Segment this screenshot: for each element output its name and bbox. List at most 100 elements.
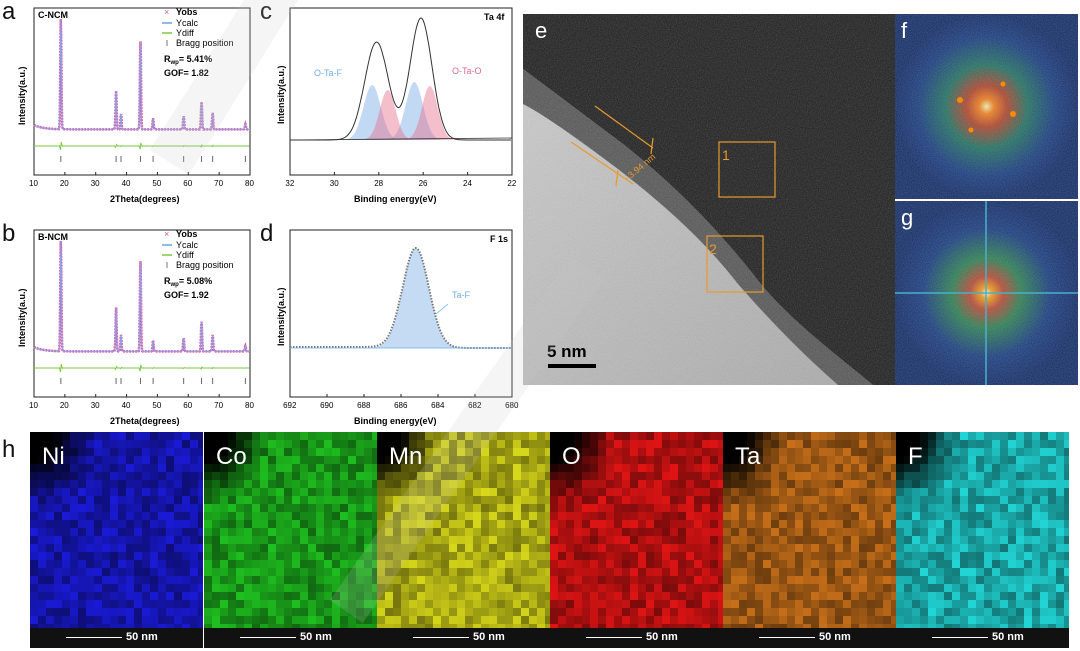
eds-scalebar-line xyxy=(932,637,988,638)
fft-f-svg: f xyxy=(895,14,1078,199)
a-xtick-label: 30 xyxy=(91,179,100,188)
chart-a-yobs xyxy=(33,19,250,131)
chart-b-yobs xyxy=(33,241,250,353)
tem-scalebar-label: 5 nm xyxy=(547,342,587,361)
panel-label-b: b xyxy=(2,220,16,247)
eds-map-element-label: O xyxy=(562,443,581,470)
b-xtick-label: 40 xyxy=(122,401,131,410)
panel-label-f: f xyxy=(901,18,908,43)
chart-a-xlabel: 2Theta(degrees) xyxy=(110,194,180,204)
eds-map-element-label: Co xyxy=(216,443,247,470)
chart-c-label-otao: O-Ta-O xyxy=(452,66,482,76)
c-xtick-label: 28 xyxy=(374,179,383,188)
eds-map-f: F 50 nm xyxy=(896,432,1072,648)
tem-svg: ~3.94 nm 1 2 e 5 nm xyxy=(523,14,895,385)
chart-b-legend-yobs: Yobs xyxy=(176,229,197,239)
chart-c-peak-otaf-2 xyxy=(358,82,470,140)
d-xtick-label: 680 xyxy=(505,401,519,410)
eds-map-pixels xyxy=(550,432,726,632)
eds-map-element-label: Ta xyxy=(735,443,761,470)
eds-scalebar-label: 50 nm xyxy=(300,631,332,643)
tem-image: ~3.94 nm 1 2 e 5 nm xyxy=(523,14,895,385)
fft-g-image: g xyxy=(895,201,1078,385)
chart-b-gof: GOF= 1.92 xyxy=(164,290,209,300)
chart-d-xlabel: Binding energy(eV) xyxy=(354,416,437,426)
eds-scalebar-strip: 50 nm xyxy=(204,628,377,648)
chart-d: F 1s Ta-F Intensity(a.u.) Binding energy… xyxy=(276,229,519,426)
chart-b-legend-ycalc: Ycalc xyxy=(176,240,199,250)
eds-scalebar-label: 50 nm xyxy=(473,631,505,643)
panel-label-g: g xyxy=(901,205,913,230)
eds-maps: Ni 50 nm Co 50 nm Mn 50 nm O 50 nm Ta 50 nm F 50 nm xyxy=(30,432,1072,648)
chart-a-legend-ycalc: Ycalc xyxy=(176,18,199,28)
eds-scalebar-label: 50 nm xyxy=(126,631,158,643)
chart-a-rwp-value: = 5.41% xyxy=(179,54,212,64)
eds-map-pixels xyxy=(377,432,553,632)
chart-d-ylabel: Intensity(a.u.) xyxy=(276,287,286,346)
c-xtick-label: 24 xyxy=(463,179,472,188)
a-xtick-label: 70 xyxy=(214,179,223,188)
c-xtick-label: 30 xyxy=(330,179,339,188)
eds-scalebar-strip: 50 nm xyxy=(377,628,550,648)
chart-a-legend-yobs: Yobs xyxy=(176,7,197,17)
chart-c-peak-otao-2 xyxy=(374,86,486,140)
eds-map-canvas: Ta xyxy=(723,432,899,632)
eds-map-element-label: Mn xyxy=(389,443,422,470)
chart-b-ylabel: Intensity(a.u.) xyxy=(17,288,27,347)
chart-a-legend-bragg: Bragg position xyxy=(176,38,234,48)
eds-map-canvas: O xyxy=(550,432,726,632)
chart-c: Ta 4f O-Ta-F O-Ta-O Intensity(a.u.) Bind… xyxy=(276,7,517,204)
chart-c-peak-otao-1 xyxy=(332,90,444,140)
a-xtick-label: 20 xyxy=(60,179,69,188)
eds-scalebar-line xyxy=(66,637,122,638)
chart-a-frame xyxy=(33,7,251,176)
eds-map-mn: Mn 50 nm xyxy=(377,432,553,648)
c-xtick-label: 32 xyxy=(285,179,294,188)
eds-scalebar-line xyxy=(413,637,469,638)
chart-b-rwp-sub: wp xyxy=(170,282,180,288)
eds-map-canvas: Mn xyxy=(377,432,553,632)
panel-label-d: d xyxy=(260,220,274,247)
chart-d-envelope xyxy=(290,246,512,349)
chart-d-title: F 1s xyxy=(490,234,508,244)
d-xtick-label: 684 xyxy=(431,401,445,410)
eds-map-ni: Ni 50 nm xyxy=(30,432,206,648)
tem-scalebar xyxy=(548,364,596,368)
chart-b-rwp-value: = 5.08% xyxy=(179,276,212,286)
a-xtick-label: 60 xyxy=(183,179,192,188)
eds-scalebar-strip: 50 nm xyxy=(30,628,203,648)
svg-text:×: × xyxy=(164,229,169,239)
fft-g-svg: g xyxy=(895,201,1078,385)
eds-map-element-label: F xyxy=(908,443,923,470)
svg-text:Rwp= 5.41%: Rwp= 5.41% xyxy=(164,54,212,66)
eds-map-canvas: Ni xyxy=(30,432,206,632)
chart-a: C-NCM Yobs × Ycalc Ydiff Bragg position … xyxy=(17,7,254,204)
chart-a-ycalc xyxy=(33,19,250,130)
svg-text:×: × xyxy=(164,7,169,17)
b-xtick-label: 60 xyxy=(183,401,192,410)
eds-scalebar-line xyxy=(240,637,296,638)
c-xtick-label: 26 xyxy=(419,179,428,188)
b-xtick-label: 20 xyxy=(60,401,69,410)
chart-b-sample: B-NCM xyxy=(38,232,68,242)
chart-d-peak-taf xyxy=(345,248,485,348)
svg-text:Rwp= 5.08%: Rwp= 5.08% xyxy=(164,276,212,288)
eds-scalebar-label: 50 nm xyxy=(992,631,1024,643)
eds-scalebar-label: 50 nm xyxy=(819,631,851,643)
tem-box-1-label: 1 xyxy=(722,147,730,163)
chart-a-sample: C-NCM xyxy=(38,10,68,20)
eds-map-element-label: Ni xyxy=(42,443,65,470)
eds-map-canvas: F xyxy=(896,432,1072,632)
panel-label-h: h xyxy=(2,436,16,463)
chart-a-ydiff xyxy=(34,141,250,151)
eds-map-canvas: Co xyxy=(204,432,380,632)
d-xtick-label: 692 xyxy=(283,401,297,410)
d-xtick-label: 682 xyxy=(468,401,482,410)
b-xtick-label: 10 xyxy=(29,401,38,410)
tem-box-1 xyxy=(718,141,776,198)
a-xtick-label: 80 xyxy=(245,179,254,188)
tem-box-2 xyxy=(706,235,764,293)
eds-scalebar-line xyxy=(759,637,815,638)
chart-b-legend-ydiff: Ydiff xyxy=(176,250,194,260)
chart-b: B-NCM Yobs × Ycalc Ydiff Bragg position … xyxy=(17,229,254,426)
